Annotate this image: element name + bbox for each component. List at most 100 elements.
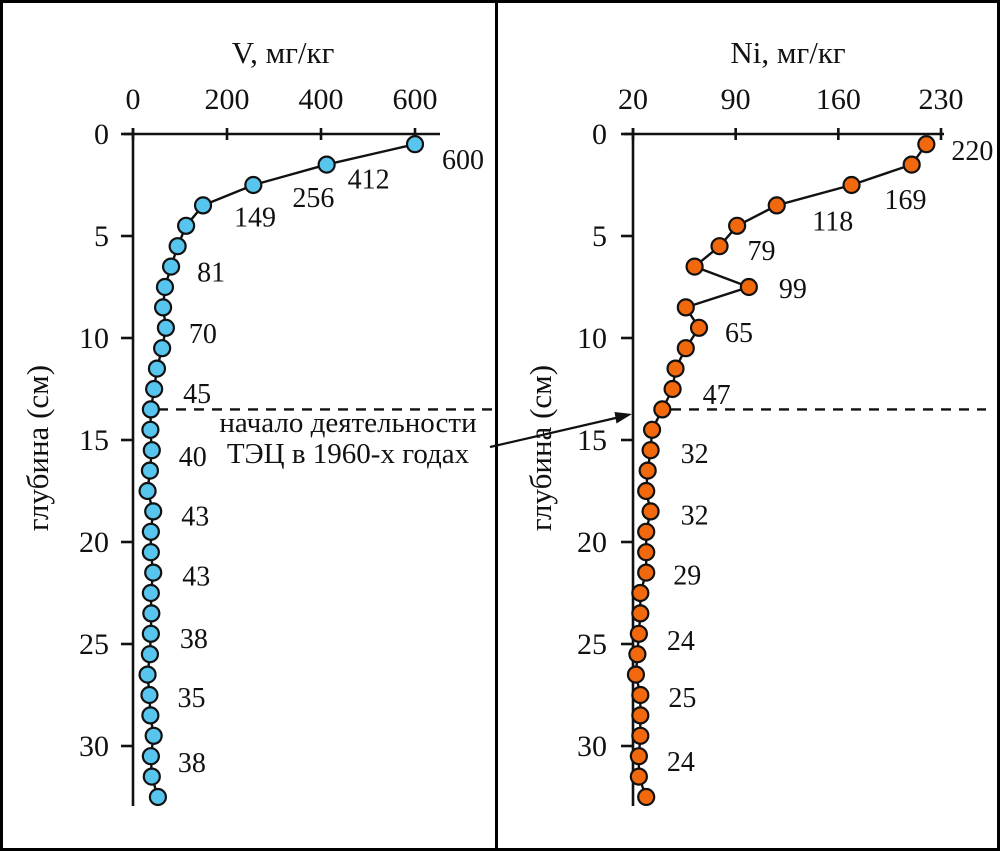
ni-point-value-label: 32: [681, 439, 709, 470]
ni-x-tick-label: 160: [816, 83, 861, 116]
ni-data-point: [739, 277, 758, 297]
ni-data-point: [637, 787, 656, 807]
ni-data-point: [642, 420, 662, 439]
v-chart-title: V, мг/кг: [231, 35, 335, 70]
ni-data-point: [638, 461, 657, 480]
v-data-point: [142, 441, 161, 460]
v-depth-tick-label: 10: [79, 322, 109, 355]
ni-point-value-label: 169: [885, 185, 927, 216]
ni-x-tick-label: 230: [919, 83, 964, 116]
ni-depth-tick-label: 10: [577, 322, 607, 355]
v-data-point: [141, 400, 160, 419]
ni-chart-title: Ni, мг/кг: [730, 35, 846, 70]
ni-point-value-label: 32: [681, 500, 709, 531]
ni-data-point: [842, 175, 861, 195]
v-point-value-label: 43: [181, 501, 209, 532]
v-data-point: [153, 339, 172, 358]
ni-depth-tick-label: 25: [577, 628, 607, 661]
ni-data-point: [631, 583, 650, 603]
ni-data-point: [676, 298, 695, 317]
ni-depth-tick-label: 0: [592, 118, 607, 151]
v-depth-tick-label: 0: [94, 118, 109, 151]
ni-depth-tick-label: 30: [577, 730, 607, 763]
ni-point-value-label: 29: [673, 561, 701, 592]
ni-data-point: [902, 155, 921, 174]
v-data-point: [138, 665, 157, 684]
v-depth-tick-label: 15: [79, 424, 109, 457]
ni-data-point: [637, 543, 656, 562]
ni-data-point: [653, 400, 672, 419]
v-point-value-label: 149: [234, 202, 276, 233]
ni-point-value-label: 99: [779, 274, 807, 305]
ni-data-point: [629, 767, 648, 786]
v-point-value-label: 600: [442, 145, 484, 176]
ni-depth-tick-label: 5: [592, 220, 607, 253]
ni-x-tick-label: 90: [721, 83, 751, 116]
ni-data-point: [631, 726, 650, 745]
v-data-point: [317, 155, 336, 174]
ni-data-point: [631, 604, 650, 623]
v-data-point: [141, 583, 160, 603]
v-data-point: [141, 624, 160, 643]
v-data-point: [144, 563, 163, 582]
v-depth-tick-label: 25: [79, 628, 109, 661]
v-data-point: [168, 237, 187, 256]
v-data-point: [147, 359, 167, 378]
depth-profile-plot-area: 0 200 400 600051015202530600412256149817045…: [79, 83, 993, 807]
ni-data-point: [641, 441, 660, 460]
tpp-start-annotation: начало деятельности ТЭЦ в 1960-х годах: [203, 408, 493, 470]
ni-data-point: [631, 685, 650, 705]
ni-data-point: [641, 502, 660, 521]
v-point-value-label: 256: [292, 183, 334, 214]
ni-point-value-label: 47: [703, 380, 731, 411]
v-data-point: [141, 747, 160, 766]
v-data-point: [141, 706, 160, 725]
ni-data-point: [663, 379, 682, 399]
v-data-point: [142, 604, 161, 623]
v-data-point: [405, 135, 425, 154]
annotation-line-2: ТЭЦ в 1960-х годах: [226, 438, 470, 470]
v-point-value-label: 40: [179, 442, 207, 473]
v-data-point: [145, 379, 164, 399]
ni-data-point: [767, 196, 786, 215]
v-point-value-label: 70: [189, 319, 217, 350]
ni-data-point: [637, 481, 656, 501]
ni-data-point: [637, 522, 656, 541]
v-x-tick-label: 600: [393, 83, 438, 116]
v-data-point: [142, 767, 161, 786]
v-point-value-label: 38: [180, 624, 208, 655]
v-depth-tick-label: 30: [79, 730, 109, 763]
v-depth-tick-label: 5: [94, 220, 109, 253]
v-x-tick-label: 0: [126, 83, 141, 116]
ni-point-value-label: 118: [812, 206, 853, 237]
v-data-point: [148, 787, 168, 807]
ni-data-point: [710, 237, 729, 256]
ni-point-value-label: 24: [667, 747, 695, 778]
ni-data-point: [629, 624, 648, 643]
ni-data-point: [728, 216, 747, 235]
v-data-point: [144, 726, 163, 745]
v-data-point: [156, 318, 175, 337]
annotation-line-1: начало деятельности: [219, 407, 477, 439]
v-x-tick-label: 400: [299, 83, 344, 116]
ni-data-point: [689, 318, 709, 337]
v-data-point: [138, 481, 157, 501]
v-point-value-label: 35: [177, 683, 205, 714]
ni-data-point: [637, 563, 656, 582]
ni-depth-tick-label: 20: [577, 526, 607, 559]
ni-x-tick-label: 20: [618, 83, 648, 116]
ni-data-point: [676, 339, 695, 358]
v-data-point: [155, 277, 175, 297]
ni-point-value-label: 65: [725, 318, 753, 349]
ni-data-point: [626, 665, 646, 684]
ni-point-value-label: 220: [951, 136, 993, 167]
ni-point-value-label: 24: [667, 626, 695, 657]
ni-point-value-label: 25: [668, 683, 696, 714]
v-data-point: [193, 196, 213, 215]
v-data-point: [140, 685, 159, 705]
v-depth-tick-label: 20: [79, 526, 109, 559]
ni-data-point: [917, 135, 936, 154]
v-x-tick-label: 200: [205, 83, 250, 116]
v-data-point: [140, 461, 160, 480]
